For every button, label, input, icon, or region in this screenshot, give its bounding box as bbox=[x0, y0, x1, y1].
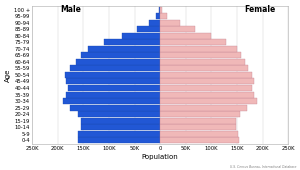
Bar bbox=[160, 26, 195, 32]
Bar bbox=[160, 85, 253, 91]
Bar bbox=[160, 46, 237, 52]
Bar bbox=[76, 59, 160, 65]
Bar bbox=[160, 98, 256, 104]
Bar bbox=[81, 52, 160, 58]
Bar bbox=[160, 7, 162, 13]
Text: Female: Female bbox=[244, 5, 276, 14]
Text: U.S. Census Bureau, International Database: U.S. Census Bureau, International Databa… bbox=[230, 165, 297, 169]
Bar bbox=[160, 124, 236, 130]
Y-axis label: Age: Age bbox=[5, 68, 11, 82]
Text: Male: Male bbox=[60, 5, 81, 14]
Bar bbox=[149, 20, 160, 26]
Bar bbox=[70, 105, 160, 111]
Bar bbox=[160, 105, 248, 111]
Bar bbox=[66, 91, 160, 98]
Bar bbox=[160, 137, 238, 143]
Bar bbox=[81, 118, 160, 124]
Bar bbox=[159, 7, 160, 13]
Bar bbox=[156, 13, 160, 19]
Bar bbox=[160, 59, 245, 65]
Bar bbox=[78, 111, 160, 117]
Bar bbox=[160, 72, 253, 78]
Bar bbox=[68, 85, 160, 91]
Bar bbox=[78, 137, 160, 143]
Bar bbox=[137, 26, 160, 32]
Bar bbox=[66, 78, 160, 84]
Bar bbox=[160, 33, 212, 39]
Bar bbox=[160, 52, 241, 58]
Bar bbox=[160, 78, 254, 84]
Bar bbox=[160, 13, 167, 19]
Bar bbox=[70, 65, 160, 71]
Bar bbox=[160, 131, 238, 137]
Bar bbox=[88, 46, 160, 52]
Bar bbox=[160, 118, 236, 124]
Bar bbox=[104, 39, 160, 45]
Bar bbox=[160, 20, 180, 26]
Bar bbox=[63, 98, 160, 104]
Bar bbox=[81, 124, 160, 130]
Bar bbox=[160, 91, 254, 98]
Bar bbox=[160, 111, 240, 117]
X-axis label: Population: Population bbox=[142, 154, 178, 160]
Bar bbox=[160, 65, 248, 71]
Bar bbox=[160, 39, 226, 45]
Bar bbox=[78, 131, 160, 137]
Bar bbox=[122, 33, 160, 39]
Bar bbox=[65, 72, 160, 78]
